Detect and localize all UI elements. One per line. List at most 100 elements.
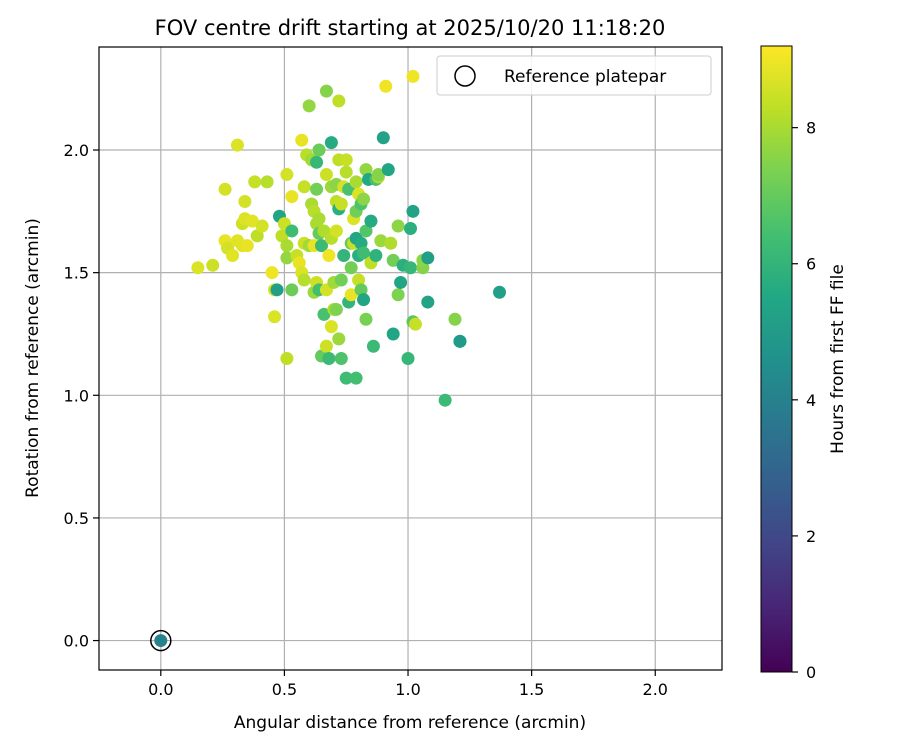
data-point <box>280 352 294 365</box>
data-point <box>322 248 336 262</box>
legend: Reference platepar <box>436 55 712 96</box>
data-point <box>384 236 398 250</box>
data-point <box>275 229 289 243</box>
data-point <box>319 339 333 353</box>
data-point <box>404 222 417 236</box>
data-point <box>260 175 274 189</box>
data-point <box>315 239 328 253</box>
data-point <box>438 393 452 407</box>
data-point <box>386 327 400 341</box>
data-point <box>319 84 333 98</box>
colorbar-gradient <box>760 45 793 673</box>
data-point <box>270 283 284 297</box>
y-tick-label: 0.0 <box>64 632 89 651</box>
data-point <box>280 251 294 265</box>
data-point <box>408 317 422 331</box>
data-point <box>404 261 417 275</box>
data-point <box>352 273 366 287</box>
data-point <box>364 214 378 228</box>
y-tick-label: 2.0 <box>64 141 89 160</box>
data-point <box>339 153 353 167</box>
data-point <box>357 246 371 260</box>
data-point <box>285 283 299 297</box>
x-tick-label: 0.5 <box>272 680 297 699</box>
data-point <box>255 219 269 233</box>
data-point <box>295 133 309 147</box>
data-point <box>379 79 393 93</box>
y-tick-label: 0.5 <box>64 509 89 528</box>
data-point <box>453 334 467 348</box>
colorbar-tick-label: 8 <box>806 119 816 138</box>
data-point <box>349 175 363 189</box>
data-point <box>339 371 353 385</box>
plot-frame <box>98 46 723 671</box>
data-point <box>493 285 506 299</box>
data-point <box>230 138 244 152</box>
data-point <box>324 136 338 150</box>
data-point <box>394 275 408 289</box>
reference-data-point <box>154 634 168 648</box>
data-point <box>265 266 279 280</box>
data-point <box>391 219 405 233</box>
data-point <box>226 248 239 262</box>
data-point <box>332 94 346 108</box>
data-point <box>401 352 415 365</box>
data-point <box>280 168 294 182</box>
data-point <box>317 307 331 321</box>
data-point <box>310 182 324 196</box>
data-point <box>357 192 371 206</box>
y-tick-label: 1.0 <box>64 386 89 405</box>
data-point <box>344 288 358 302</box>
data-point <box>218 182 232 196</box>
data-point <box>245 214 259 228</box>
colorbar-tick-label: 0 <box>806 663 816 682</box>
data-point <box>268 310 282 324</box>
data-point <box>354 283 368 297</box>
data-point <box>448 312 462 326</box>
data-point <box>359 224 373 238</box>
colorbar-tick-label: 2 <box>806 527 816 546</box>
legend-marker <box>454 65 476 87</box>
colorbar: 0 2 4 6 8 Hours from first FF file <box>760 45 848 682</box>
data-point <box>312 212 326 226</box>
data-point <box>374 234 388 248</box>
reference-platepar-marker <box>150 629 172 652</box>
data-point <box>354 236 368 250</box>
legend-box <box>436 55 712 96</box>
colorbar-tick-label: 6 <box>806 255 816 274</box>
data-point <box>332 332 346 346</box>
data-point <box>324 320 338 334</box>
x-tick-label: 1.5 <box>519 680 544 699</box>
data-point <box>248 175 262 189</box>
data-point <box>334 352 348 365</box>
data-point <box>329 224 343 238</box>
x-tick-label: 1.0 <box>395 680 420 699</box>
y-tick-label: 1.5 <box>64 264 89 283</box>
data-point <box>369 248 383 262</box>
data-point <box>421 295 435 309</box>
data-point <box>339 165 353 179</box>
data-point <box>421 251 435 265</box>
colorbar-label: Hours from first FF file <box>828 264 848 454</box>
data-point <box>250 229 264 243</box>
data-point <box>381 163 395 177</box>
data-point <box>297 180 311 194</box>
y-axis-label: Rotation from reference (arcmin) <box>23 218 43 498</box>
data-point <box>406 69 420 83</box>
data-point <box>312 143 326 157</box>
data-point <box>319 168 333 182</box>
y-axis-ticks: 0.0 0.5 1.0 1.5 2.0 <box>64 141 99 651</box>
x-axis-label: Angular distance from reference (arcmin) <box>234 713 586 733</box>
data-point <box>310 155 324 169</box>
colorbar-tick-label: 4 <box>806 391 816 410</box>
data-point <box>376 131 390 145</box>
legend-label: Reference platepar <box>504 67 666 87</box>
data-point <box>371 168 385 182</box>
data-point <box>406 204 420 218</box>
data-point <box>280 239 294 253</box>
x-axis-ticks: 0.0 0.5 1.0 1.5 2.0 <box>148 670 668 699</box>
data-point <box>359 163 373 177</box>
data-point <box>297 273 311 287</box>
colorbar-ticks: 0 2 4 6 8 <box>792 119 816 682</box>
data-point <box>292 256 306 270</box>
